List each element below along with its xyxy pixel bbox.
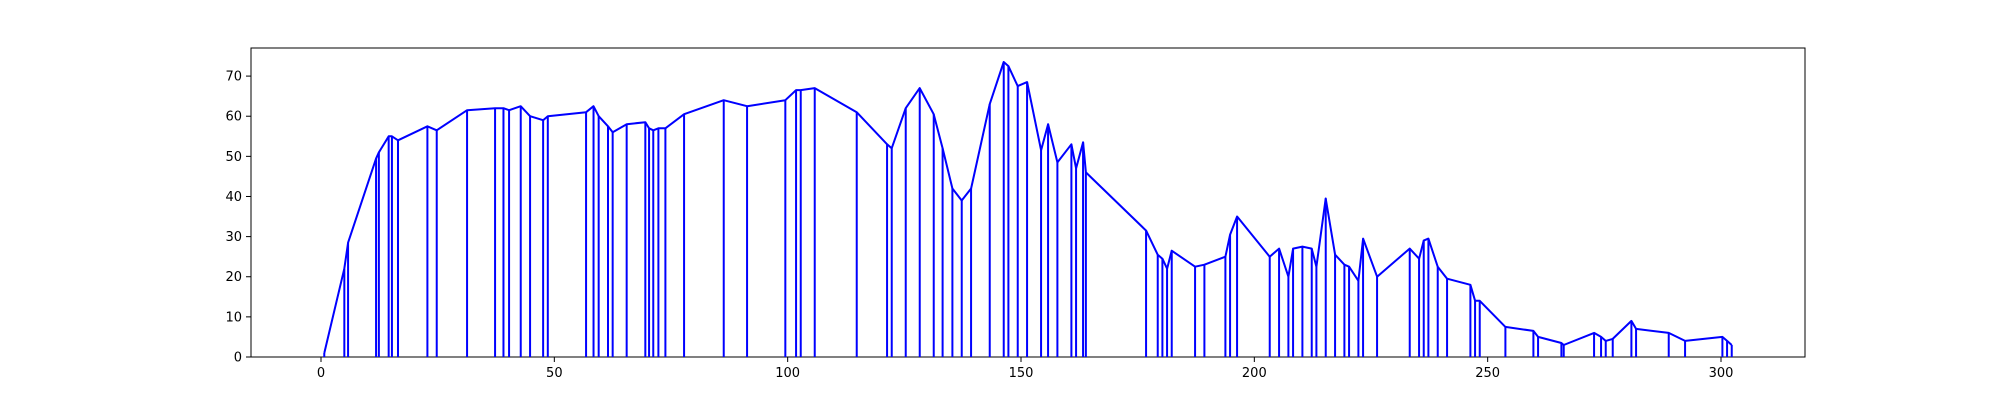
series-drop-lines <box>323 62 1733 357</box>
series-envelope-line <box>323 61 1733 354</box>
x-tick-label: 0 <box>317 366 325 381</box>
x-tick-label: 150 <box>1009 366 1034 381</box>
y-tick-label: 0 <box>234 351 242 366</box>
x-tick-label: 300 <box>1709 366 1734 381</box>
y-tick-label: 20 <box>225 270 242 285</box>
x-tick-label: 50 <box>546 366 563 381</box>
x-axis: 0 50 100 150 200 250 300 <box>317 357 1734 381</box>
x-tick-label: 250 <box>1475 366 1500 381</box>
series-line <box>323 61 1733 354</box>
y-tick-label: 70 <box>225 70 242 85</box>
y-tick-label: 40 <box>225 190 242 205</box>
y-tick-label: 50 <box>225 150 242 165</box>
x-tick-label: 200 <box>1242 366 1267 381</box>
y-tick-label: 10 <box>225 310 242 325</box>
y-tick-label: 30 <box>225 230 242 245</box>
y-axis: 0 10 20 30 40 50 60 70 <box>225 70 251 366</box>
x-tick-label: 100 <box>775 366 800 381</box>
y-tick-label: 60 <box>225 110 242 125</box>
